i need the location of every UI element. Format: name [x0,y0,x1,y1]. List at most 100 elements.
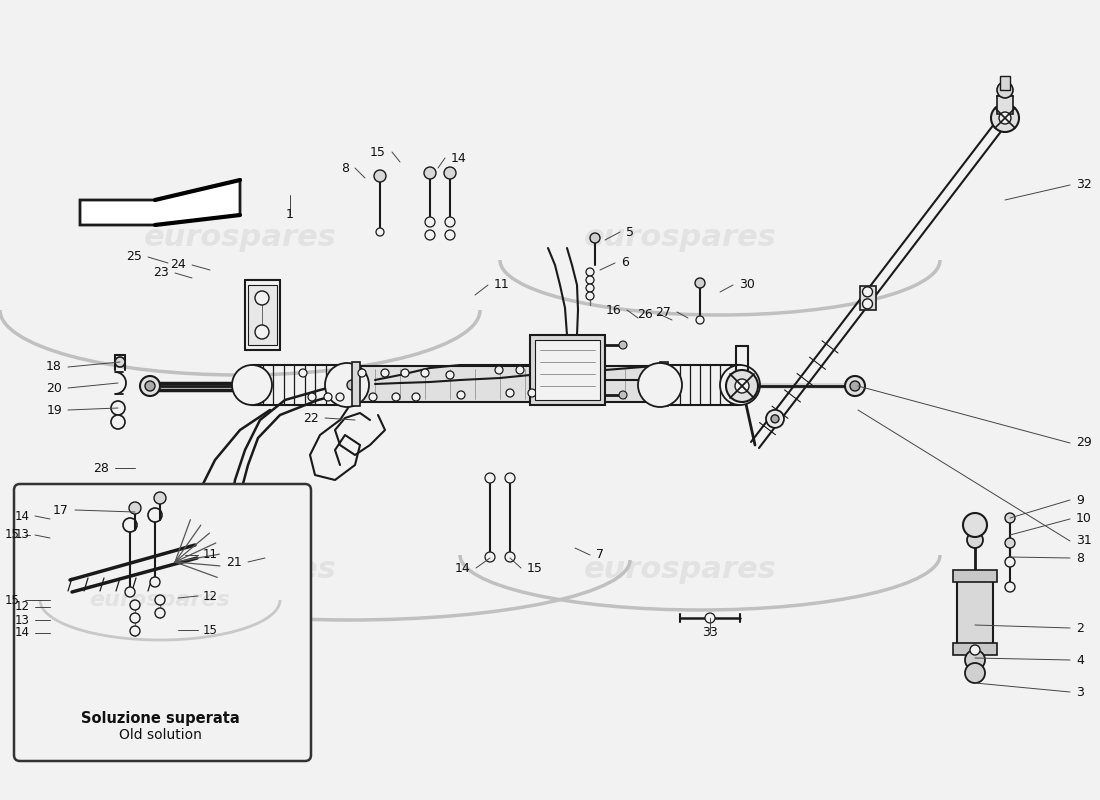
Circle shape [850,381,860,391]
Text: 24: 24 [170,258,186,271]
Circle shape [970,645,980,655]
Circle shape [425,217,435,227]
Circle shape [506,389,514,397]
Text: 3: 3 [1076,686,1084,698]
Circle shape [771,415,779,423]
Bar [957,575,993,650]
Circle shape [374,170,386,182]
Circle shape [726,370,758,402]
Circle shape [576,389,584,397]
Circle shape [696,316,704,324]
Circle shape [111,401,125,415]
Circle shape [402,369,409,377]
Text: 1: 1 [286,209,294,222]
Circle shape [991,104,1019,132]
Circle shape [336,393,344,401]
Circle shape [862,299,872,309]
Circle shape [551,389,559,397]
Circle shape [125,587,135,597]
Text: eurospares: eurospares [144,223,337,253]
Text: eurospares: eurospares [584,223,777,253]
Circle shape [862,287,872,297]
Circle shape [528,389,536,397]
Circle shape [586,292,594,300]
Circle shape [516,366,524,374]
Text: 20: 20 [46,382,62,394]
Text: 32: 32 [1076,178,1091,191]
Circle shape [111,415,125,429]
Circle shape [997,82,1013,98]
Circle shape [376,228,384,236]
Circle shape [130,600,140,610]
Text: 15: 15 [6,594,20,606]
Text: 23: 23 [153,266,169,279]
Text: Old solution: Old solution [119,728,201,742]
Circle shape [495,366,503,374]
Text: 14: 14 [15,626,30,639]
Bar [997,96,1013,114]
Text: 6: 6 [621,257,629,270]
Circle shape [540,366,548,374]
Circle shape [638,363,682,407]
Text: 15: 15 [527,562,543,574]
Circle shape [505,473,515,483]
Bar [530,335,605,405]
Circle shape [155,608,165,618]
Text: 12: 12 [204,590,218,602]
Text: 25: 25 [126,250,142,263]
Circle shape [999,112,1011,124]
Circle shape [720,365,760,405]
Text: 30: 30 [739,278,755,291]
Circle shape [324,393,332,401]
Bar [1000,76,1010,90]
Circle shape [695,278,705,288]
Circle shape [129,502,141,514]
Text: 9: 9 [1076,494,1084,506]
Circle shape [590,233,600,243]
Circle shape [965,650,985,670]
Circle shape [299,369,307,377]
Bar [660,362,668,406]
Text: 18: 18 [46,361,62,374]
Text: 16: 16 [605,303,621,317]
Text: 19: 19 [46,403,62,417]
Text: 15: 15 [204,623,218,637]
Circle shape [446,371,454,379]
Text: 11: 11 [204,549,218,562]
Text: 26: 26 [637,307,653,321]
Circle shape [962,513,987,537]
Circle shape [421,369,429,377]
Bar [953,643,997,655]
Text: eurospares: eurospares [144,555,337,585]
Circle shape [232,365,272,405]
Text: 5: 5 [626,226,634,238]
Text: 31: 31 [1076,534,1091,547]
Text: 14: 14 [454,562,470,574]
Bar [953,570,997,582]
Circle shape [392,393,400,401]
Circle shape [358,369,366,377]
Circle shape [255,325,270,339]
Text: 11: 11 [494,278,509,291]
Circle shape [368,393,377,401]
Text: 4: 4 [1076,654,1084,666]
Circle shape [446,217,455,227]
Circle shape [586,276,594,284]
Circle shape [130,626,140,636]
Bar [859,286,876,310]
Circle shape [766,410,784,428]
Circle shape [705,613,715,623]
Circle shape [1005,513,1015,523]
Text: 8: 8 [1076,551,1084,565]
Circle shape [150,577,160,587]
Circle shape [564,366,572,374]
Circle shape [123,518,138,532]
Circle shape [308,393,316,401]
Text: 10: 10 [1076,513,1092,526]
Circle shape [346,380,358,390]
Circle shape [424,167,436,179]
Bar [248,285,277,345]
Circle shape [154,492,166,504]
Bar [352,362,360,406]
Circle shape [130,613,140,623]
